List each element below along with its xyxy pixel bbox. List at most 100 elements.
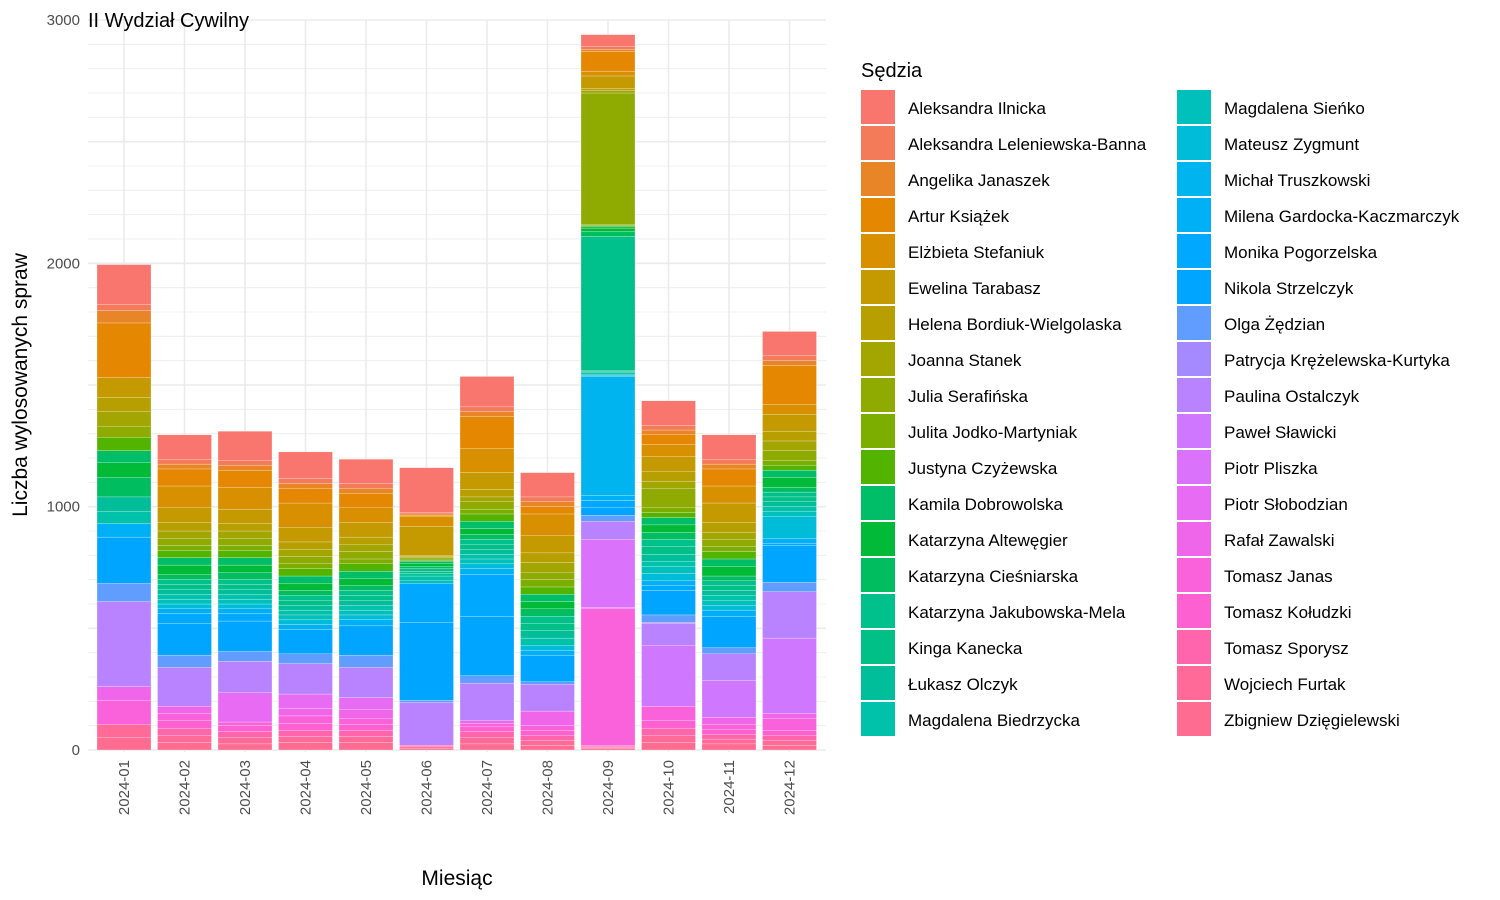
bar-segment [701, 590, 757, 596]
bar-segment [338, 578, 394, 586]
legend-item: Ewelina Tarabasz [861, 270, 1041, 304]
bar-segment [459, 534, 515, 540]
legend-item: Wojciech Furtak [1177, 666, 1346, 700]
bar-segment [459, 558, 515, 564]
bar-segment [278, 502, 333, 528]
legend-item: Helena Bordiuk-Wielgolaska [861, 306, 1122, 340]
bar-segment [338, 522, 394, 538]
legend-item: Paweł Sławicki [1177, 414, 1336, 448]
bar-segment [96, 304, 152, 311]
bar-segment [762, 460, 817, 466]
bar-segment [641, 553, 696, 562]
bar-segment [338, 605, 394, 611]
bar-segment [701, 729, 757, 735]
bar-segment [157, 608, 212, 614]
bar-segment [459, 574, 515, 617]
bar-segment [157, 564, 212, 575]
bar-segment [278, 629, 333, 655]
bar-segment [338, 709, 394, 719]
bar-segment [278, 583, 333, 591]
bar-segment [580, 90, 636, 94]
bar-segment [338, 609, 394, 616]
bar-segment [96, 462, 152, 478]
bar-segment [96, 310, 152, 324]
bar-segment [701, 522, 757, 533]
bar-segment [278, 451, 333, 479]
legend-label: Michał Truszkowski [1224, 171, 1370, 190]
bar-segment [762, 465, 817, 471]
legend-swatch [1177, 558, 1211, 592]
bar-segment [217, 661, 273, 693]
bar-segment [459, 544, 515, 550]
bar-segment [762, 545, 817, 583]
bar-segment [96, 437, 152, 451]
legend-item: Katarzyna Jakubowska-Mela [861, 594, 1126, 628]
legend-swatch [861, 342, 895, 376]
bar-segment [96, 699, 152, 725]
bar-segment [217, 470, 273, 488]
bar-segment [762, 477, 817, 488]
bar-segment [217, 620, 273, 652]
bar-segment [96, 426, 152, 438]
legend-swatch [861, 306, 895, 340]
legend-swatch [1177, 702, 1211, 736]
bar-segment [217, 692, 273, 723]
bar-segment [217, 725, 273, 732]
bar-segment [701, 558, 757, 567]
legend-label: Angelika Janaszek [908, 171, 1050, 190]
bar-segment [459, 501, 515, 510]
bar-segment [96, 737, 152, 751]
bar-segment [520, 496, 575, 502]
bar-segment [96, 511, 152, 524]
bar-segment [338, 595, 394, 601]
bar-segment [157, 557, 212, 566]
bar-segment [641, 444, 696, 457]
bar-segment [399, 583, 454, 623]
legend-swatch [861, 378, 895, 412]
x-tick-label: 2024-01 [116, 760, 133, 815]
bar-segment [338, 558, 394, 564]
bar-segment [459, 489, 515, 498]
bar-segment [217, 721, 273, 726]
bar-segment [701, 468, 757, 487]
bar-segment [217, 572, 273, 580]
bar-segment [217, 460, 273, 466]
bar-segment [520, 586, 575, 595]
bar-segment [338, 488, 394, 494]
bar-segment [641, 507, 696, 513]
bar-segment [399, 622, 454, 701]
bar-segment [338, 718, 394, 725]
bar-segment [399, 702, 454, 746]
bar-segment [157, 550, 212, 558]
bar-segment [762, 506, 817, 512]
legend-swatch [861, 162, 895, 196]
legend-label: Piotr Słobodzian [1224, 495, 1348, 514]
bar-segment [580, 745, 636, 747]
bar-segment [278, 575, 333, 584]
bar-segment [157, 667, 212, 707]
bar-segment [399, 555, 454, 557]
bar-segment [701, 724, 757, 730]
legend-label: Katarzyna Altewęgier [908, 531, 1068, 550]
bar-segment [641, 720, 696, 729]
bar-segment [217, 594, 273, 600]
bar-segment [217, 538, 273, 546]
legend-label: Julia Serafińska [908, 387, 1029, 406]
bar-segment [580, 231, 636, 237]
legend-item: Piotr Słobodzian [1177, 486, 1348, 520]
bar-segment [641, 480, 696, 489]
bar-segment [278, 619, 333, 625]
bar-segment [157, 574, 212, 580]
bar-segment [641, 614, 696, 623]
y-axis-ticks: 0 1000 2000 3000 [47, 12, 80, 759]
bar-segment [641, 539, 696, 547]
bar-segment [701, 680, 757, 718]
bar-segment [762, 404, 817, 415]
bar-segment [701, 434, 757, 460]
bar-segment [157, 735, 212, 743]
bar-segment [520, 681, 575, 685]
bar-segment [278, 488, 333, 504]
bar-segment [641, 400, 696, 426]
bar-segment [580, 225, 636, 227]
